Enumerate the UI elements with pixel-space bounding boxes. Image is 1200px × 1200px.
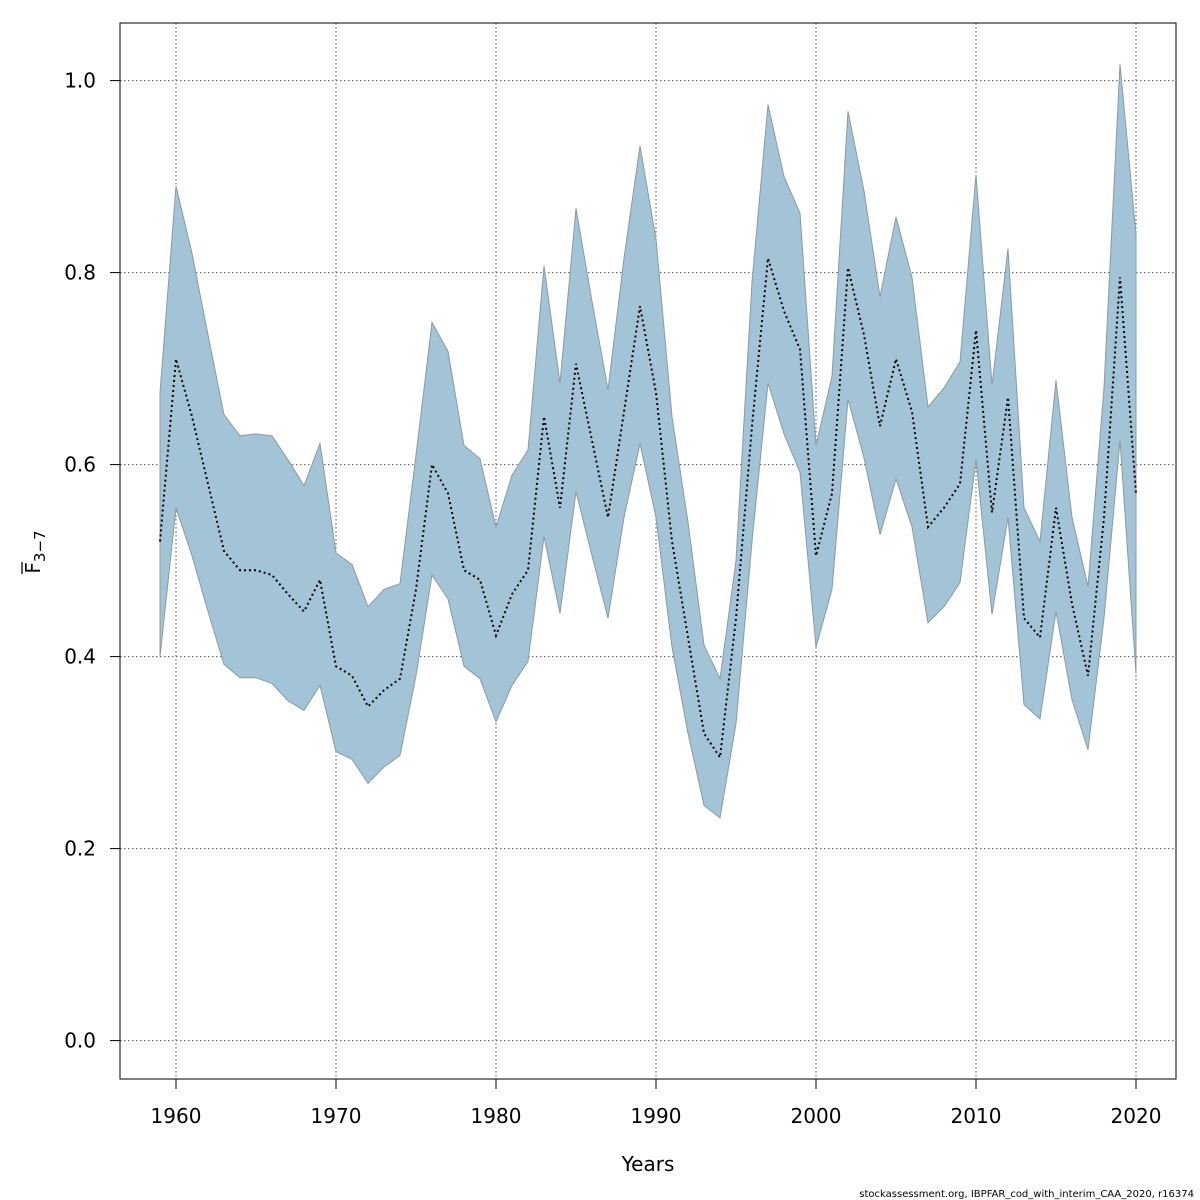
x-tick-label: 2010 <box>951 1104 1002 1128</box>
y-tick-label: 0.0 <box>64 1029 96 1053</box>
y-tick-label: 0.8 <box>64 261 96 285</box>
confidence-band <box>159 64 1137 819</box>
credit-text: stockassessment.org, IBPFAR_cod_with_int… <box>859 1189 1194 1200</box>
estimate-line <box>159 257 1137 761</box>
x-axis: 1960 1970 1980 1990 2000 2010 2020 <box>151 1078 1162 1128</box>
y-axis-title-subscript: 3−7 <box>31 530 49 562</box>
x-tick-label: 2000 <box>791 1104 842 1128</box>
x-tick-label: 1980 <box>471 1104 522 1128</box>
y-axis-title: F3−7 <box>21 530 49 574</box>
y-axis: 0.0 0.2 0.4 0.6 0.8 1.0 <box>64 69 121 1053</box>
x-tick-label: 1990 <box>631 1104 682 1128</box>
x-tick-label: 1970 <box>311 1104 362 1128</box>
y-axis-title-main: F <box>21 562 45 574</box>
y-tick-label: 0.6 <box>64 453 96 477</box>
y-tick-label: 1.0 <box>64 69 96 93</box>
y-tick-label: 0.4 <box>64 645 96 669</box>
x-tick-label: 2020 <box>1111 1104 1162 1128</box>
y-tick-label: 0.2 <box>64 837 96 861</box>
svg-text:F3−7: F3−7 <box>21 530 49 573</box>
x-axis-title: Years <box>621 1152 675 1176</box>
x-tick-label: 1960 <box>151 1104 202 1128</box>
